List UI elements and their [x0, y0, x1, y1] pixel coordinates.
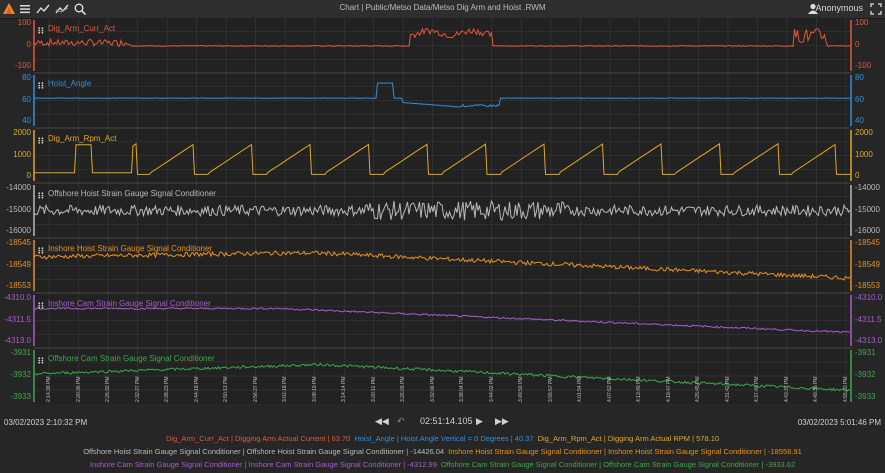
- bottom-bar: 03/02/2023 2:10:32 PM ◀◀ ↶ 02:51:14.105 …: [0, 412, 885, 473]
- fast-forward-button[interactable]: ▶▶: [495, 416, 509, 426]
- series-line[interactable]: [33, 362, 851, 392]
- legend-row: Dig_Arm_Curr_Act | Digging Arm Actual Cu…: [0, 434, 885, 443]
- trend-icon[interactable]: [36, 2, 50, 16]
- legend-item[interactable]: Hoist_Angle | Hoist Angle Vertical = 0 D…: [354, 434, 534, 443]
- user-icon[interactable]: [806, 2, 820, 16]
- series-line[interactable]: [34, 142, 850, 175]
- legend-item[interactable]: Inshore Hoist Strain Gauge Signal Condit…: [448, 447, 802, 456]
- undo-icon[interactable]: ↶: [397, 416, 405, 426]
- legend-item[interactable]: Inshore Cam Strain Gauge Signal Conditio…: [89, 460, 437, 469]
- legend-item[interactable]: Offshore Hoist Strain Gauge Signal Condi…: [83, 447, 445, 456]
- legend-row: Inshore Cam Strain Gauge Signal Conditio…: [0, 460, 885, 469]
- end-date: 03/02/2023 5:01:46 PM: [797, 418, 881, 427]
- series-line[interactable]: [33, 250, 851, 281]
- top-toolbar: Chart | Public/Metso Data/Metso Dig Arm …: [0, 0, 885, 19]
- series-line[interactable]: [33, 27, 851, 48]
- series-line[interactable]: [33, 199, 851, 222]
- start-date: 03/02/2023 2:10:32 PM: [4, 418, 88, 427]
- legend-item[interactable]: Dig_Arm_Curr_Act | Digging Arm Actual Cu…: [165, 434, 351, 443]
- user-name[interactable]: Anonymous: [815, 3, 863, 13]
- legend-row: Offshore Hoist Strain Gauge Signal Condi…: [0, 447, 885, 456]
- window-title: Chart | Public/Metso Data/Metso Dig Arm …: [339, 3, 546, 12]
- zoom-icon[interactable]: [73, 2, 87, 16]
- trend-chart[interactable]: Dig_Arm_Curr_Act 100 100 0 0 -100 -100 Hoist_An…: [0, 18, 885, 412]
- trend-chart-canvas[interactable]: [0, 18, 885, 412]
- trend-alt-icon[interactable]: [55, 2, 69, 16]
- series-line[interactable]: [33, 307, 851, 334]
- series-line[interactable]: [33, 82, 851, 108]
- play-button[interactable]: ▶: [476, 416, 483, 426]
- legend-item[interactable]: Offshore Cam Strain Gauge Signal Conditi…: [440, 460, 796, 469]
- rewind-button[interactable]: ◀◀: [375, 416, 389, 426]
- cursor-time: 02:51:14.105: [420, 416, 473, 426]
- legend-item[interactable]: Dig_Arm_Rpm_Act | Digging Arm Actual RPM…: [537, 434, 720, 443]
- menu-icon[interactable]: [18, 2, 32, 16]
- fullscreen-icon[interactable]: [869, 2, 883, 16]
- app-logo-icon: [2, 2, 16, 16]
